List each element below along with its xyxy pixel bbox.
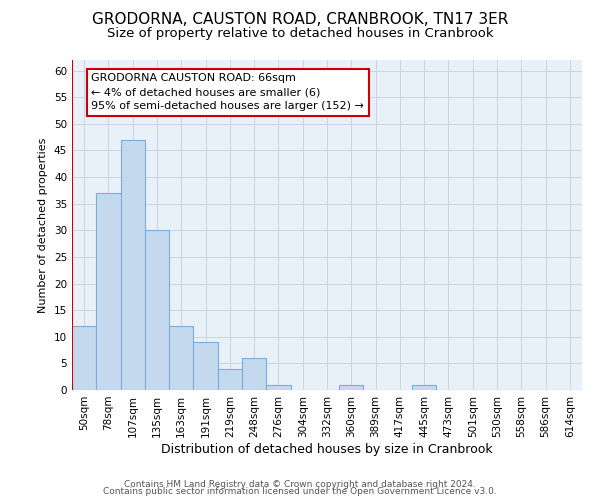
Bar bbox=[169, 326, 193, 390]
Bar bbox=[121, 140, 145, 390]
Y-axis label: Number of detached properties: Number of detached properties bbox=[38, 138, 49, 312]
Bar bbox=[145, 230, 169, 390]
Text: GRODORNA, CAUSTON ROAD, CRANBROOK, TN17 3ER: GRODORNA, CAUSTON ROAD, CRANBROOK, TN17 … bbox=[92, 12, 508, 28]
X-axis label: Distribution of detached houses by size in Cranbrook: Distribution of detached houses by size … bbox=[161, 442, 493, 456]
Bar bbox=[242, 358, 266, 390]
Bar bbox=[339, 384, 364, 390]
Bar bbox=[96, 193, 121, 390]
Text: Contains public sector information licensed under the Open Government Licence v3: Contains public sector information licen… bbox=[103, 487, 497, 496]
Text: Contains HM Land Registry data © Crown copyright and database right 2024.: Contains HM Land Registry data © Crown c… bbox=[124, 480, 476, 489]
Bar bbox=[193, 342, 218, 390]
Bar bbox=[266, 384, 290, 390]
Bar bbox=[72, 326, 96, 390]
Bar bbox=[412, 384, 436, 390]
Text: Size of property relative to detached houses in Cranbrook: Size of property relative to detached ho… bbox=[107, 28, 493, 40]
Text: GRODORNA CAUSTON ROAD: 66sqm
← 4% of detached houses are smaller (6)
95% of semi: GRODORNA CAUSTON ROAD: 66sqm ← 4% of det… bbox=[91, 74, 364, 112]
Bar bbox=[218, 368, 242, 390]
